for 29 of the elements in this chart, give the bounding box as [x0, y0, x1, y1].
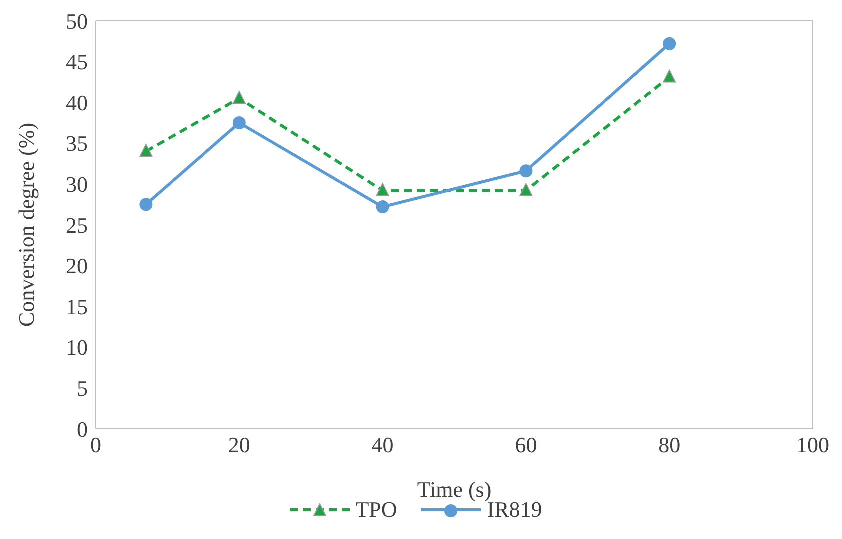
point: [663, 70, 676, 83]
y-axis-title: Conversion degree (%): [14, 122, 39, 328]
point: [520, 164, 533, 178]
x-tick-label: 40: [372, 432, 394, 458]
point: [140, 198, 153, 212]
x-tick-label: 100: [796, 432, 830, 458]
y-tick-label: 20: [66, 254, 88, 279]
x-axis-title: Time (s): [417, 477, 492, 502]
point: [232, 116, 246, 130]
y-tick-label: 45: [66, 50, 88, 75]
x-tick-label: 60: [515, 432, 538, 458]
y-tick-label: 50: [66, 8, 88, 34]
y-tick-label: 30: [66, 172, 88, 198]
y-tick-label: 40: [66, 90, 88, 116]
y-tick-label: 35: [66, 131, 88, 156]
y-tick-label: 0: [77, 416, 88, 442]
point: [376, 200, 390, 214]
point: [232, 91, 246, 104]
y-tick-label: 10: [66, 335, 88, 360]
point: [520, 183, 533, 196]
legend-label: TPO: [354, 497, 398, 523]
point: [140, 144, 153, 158]
y-tick-label: 5: [77, 376, 88, 402]
x-tick-label: 20: [228, 432, 250, 458]
point: [376, 183, 390, 196]
y-tick-label: 25: [66, 212, 88, 238]
y-tick-label: 15: [66, 294, 88, 320]
x-tick-label: 80: [658, 432, 681, 458]
point: [663, 37, 676, 50]
